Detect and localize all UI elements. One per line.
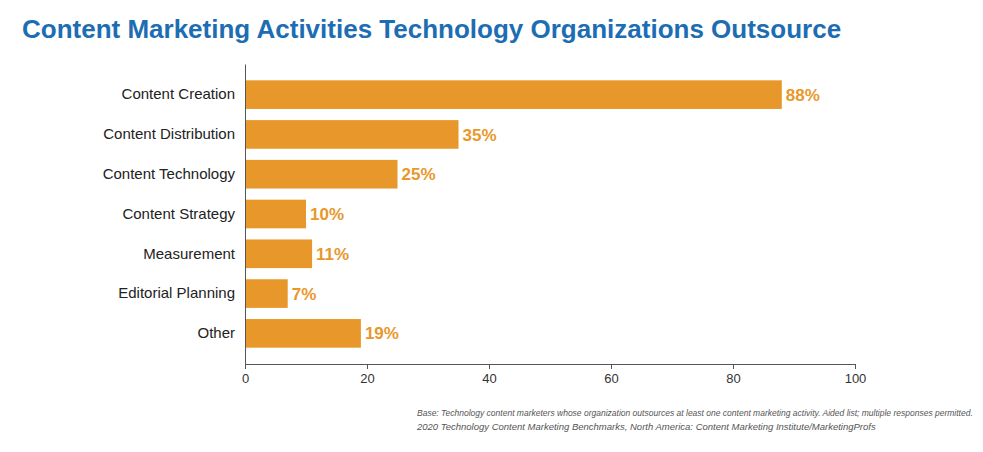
bar — [245, 80, 782, 109]
tick-mark — [611, 364, 612, 369]
tick: Editorial Planning — [118, 284, 245, 301]
data-labels: 88% 35% 25% 10% 11% 7% 19% — [292, 86, 820, 344]
tick-label: 20 — [360, 371, 374, 386]
tick: 80 — [726, 364, 740, 386]
tick-label: 60 — [604, 371, 618, 386]
tick: Content Strategy — [122, 205, 245, 222]
y-axis: Content Creation Content Distribution Cont… — [103, 65, 246, 365]
tick-mark — [245, 364, 246, 369]
chart: Content Marketing Activities Technology … — [0, 0, 983, 452]
bars — [245, 80, 782, 347]
title: Content Marketing Activities Technology … — [22, 14, 841, 44]
axis-line — [245, 65, 246, 365]
bar — [245, 120, 459, 149]
footnote: 2020 Technology Content Marketing Benchm… — [416, 421, 876, 432]
bar — [245, 279, 288, 308]
footnote: Base: Technology content marketers whose… — [417, 408, 973, 418]
tick-label: Content Strategy — [122, 205, 235, 222]
tick-label: 0 — [242, 371, 249, 386]
data-label: 88% — [786, 86, 820, 105]
tick-label: Content Creation — [122, 85, 235, 102]
tick: Other — [197, 324, 245, 341]
tick-label: Content Technology — [103, 165, 236, 182]
bar — [245, 319, 361, 348]
x-axis: 0 20 40 60 80 100 — [242, 364, 866, 386]
tick: 0 — [242, 364, 249, 386]
data-label: 25% — [402, 165, 436, 184]
tick: Content Technology — [103, 165, 245, 182]
tick-label: 80 — [726, 371, 740, 386]
tick: 40 — [482, 364, 496, 386]
data-label: 7% — [292, 285, 317, 304]
bar — [245, 200, 306, 229]
data-label: 10% — [310, 205, 344, 224]
axis-line — [246, 364, 856, 365]
tick-label: Content Distribution — [103, 125, 235, 142]
tick-mark — [367, 364, 368, 369]
data-label: 19% — [365, 324, 399, 343]
tick-label: Editorial Planning — [118, 284, 235, 301]
tick-label: 100 — [845, 371, 867, 386]
tick-mark — [489, 364, 490, 369]
tick-label: 40 — [482, 371, 496, 386]
data-label: 11% — [316, 245, 349, 264]
tick-mark — [733, 364, 734, 369]
tick: Measurement — [143, 245, 245, 262]
tick: Content Distribution — [103, 125, 245, 142]
bar — [245, 160, 398, 189]
tick: 60 — [604, 364, 618, 386]
tick: Content Creation — [122, 85, 245, 102]
tick: 100 — [845, 364, 867, 386]
bar — [245, 239, 312, 268]
tick: 20 — [360, 364, 374, 386]
tick-mark — [855, 364, 856, 369]
tick-label: Measurement — [143, 245, 236, 262]
data-label: 35% — [463, 126, 497, 145]
tick-label: Other — [197, 324, 235, 341]
